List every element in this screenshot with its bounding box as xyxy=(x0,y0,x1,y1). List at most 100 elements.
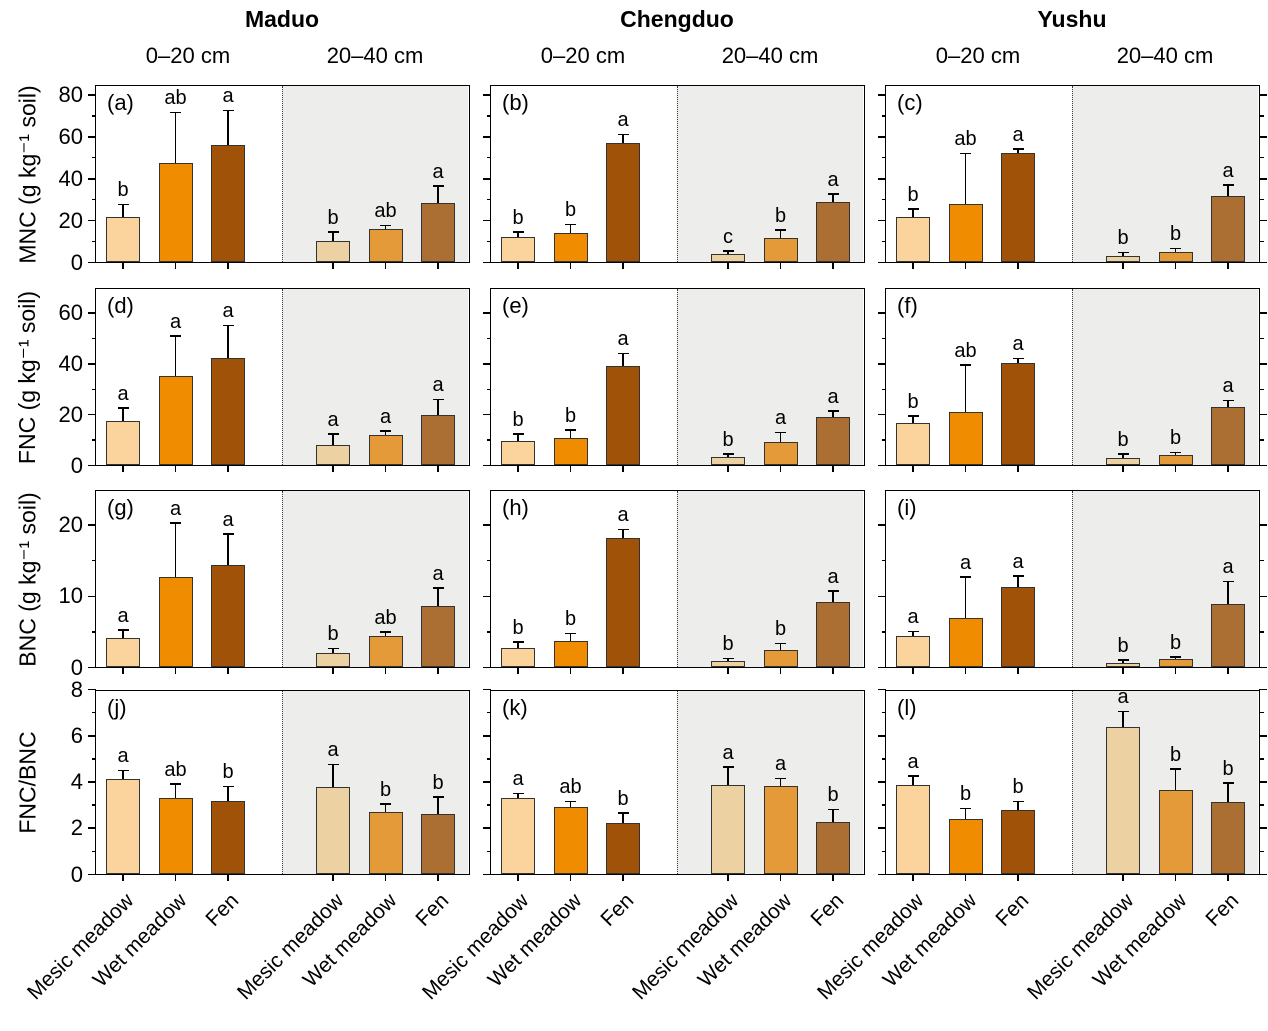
y-minor-tick xyxy=(486,560,491,562)
error-bar-cap xyxy=(617,812,629,814)
error-bar-cap xyxy=(1222,399,1234,402)
depth-label-0-20: 0–20 cm xyxy=(540,43,626,68)
sig-letter: b xyxy=(1169,427,1182,450)
error-bar-cap xyxy=(827,589,839,592)
y-minor-tick xyxy=(881,711,886,714)
error-bar xyxy=(437,588,439,606)
x-tick xyxy=(227,667,229,674)
y-minor-tick xyxy=(1259,758,1264,760)
sig-letter: a xyxy=(222,508,234,531)
error-bar xyxy=(122,771,124,780)
sig-letter: b xyxy=(1117,227,1129,250)
x-tick xyxy=(174,667,177,674)
bar xyxy=(1001,153,1035,262)
error-bar xyxy=(384,632,387,637)
depth-label-20-40: 20–40 cm xyxy=(1116,43,1214,68)
x-tick xyxy=(779,874,782,881)
y-minor-tick xyxy=(91,850,96,853)
sig-letter: a xyxy=(1117,686,1129,709)
sig-letter: b xyxy=(617,787,629,810)
sig-letter: a xyxy=(222,300,234,323)
sig-letter: a xyxy=(774,407,787,430)
y-major-tick xyxy=(88,136,96,138)
y-minor-tick xyxy=(881,804,886,806)
x-tick xyxy=(174,262,177,269)
x-tick xyxy=(727,262,729,269)
sig-letter: b xyxy=(512,616,524,639)
error-bar xyxy=(964,154,967,205)
y-minor-tick xyxy=(1259,240,1264,243)
bar xyxy=(948,411,983,465)
panel-letter: (c) xyxy=(897,90,923,115)
panel-letter: (k) xyxy=(502,695,528,720)
x-tick xyxy=(727,465,729,472)
y-major-tick xyxy=(1259,312,1267,314)
depth-label-0-20: 0–20 cm xyxy=(145,43,231,68)
sig-letter: ab xyxy=(954,339,977,362)
y-minor-tick xyxy=(486,758,491,760)
y-minor-tick xyxy=(91,439,96,441)
bar xyxy=(763,786,798,874)
bar xyxy=(211,801,245,874)
error-bar xyxy=(384,804,387,812)
x-tick xyxy=(622,874,624,881)
bar xyxy=(421,605,455,667)
y-major-tick xyxy=(88,666,96,669)
y-minor-tick xyxy=(881,850,886,853)
panel-letter: (e) xyxy=(502,293,529,318)
sig-letter: a xyxy=(907,606,919,629)
error-bar-cap xyxy=(722,453,734,455)
error-bar xyxy=(622,135,624,143)
y-major-tick xyxy=(1259,413,1267,416)
error-bar xyxy=(779,230,782,238)
error-bar-cap xyxy=(170,335,181,337)
y-major-tick xyxy=(1259,261,1267,264)
panel-l: a b b a b b (l) xyxy=(878,686,1267,881)
y-minor-tick xyxy=(1259,115,1264,117)
y-major-tick xyxy=(878,219,886,222)
bar xyxy=(1001,586,1035,667)
bar xyxy=(816,821,850,874)
error-bar xyxy=(727,767,729,785)
y-major-tick xyxy=(1259,177,1267,180)
error-bar xyxy=(332,765,334,788)
bar xyxy=(553,438,588,465)
y-major-tick xyxy=(483,464,491,467)
bar xyxy=(763,237,798,262)
y-major-tick xyxy=(1259,136,1267,138)
y-major-tick xyxy=(878,312,886,314)
x-tick xyxy=(437,465,439,472)
sig-letter: a xyxy=(1222,159,1234,182)
bar xyxy=(1211,406,1245,465)
y-major-tick xyxy=(878,734,886,737)
x-tick xyxy=(332,465,334,472)
error-bar xyxy=(569,634,572,642)
y-major-tick xyxy=(878,524,886,526)
error-bar-cap xyxy=(432,185,444,187)
error-bar xyxy=(1174,657,1177,660)
error-bar-cap xyxy=(960,576,971,578)
error-bar-cap xyxy=(1012,148,1024,150)
bar xyxy=(896,423,930,465)
error-bar xyxy=(174,113,177,163)
y-major-tick xyxy=(483,781,491,783)
bar xyxy=(948,204,983,262)
error-bar xyxy=(1017,802,1019,811)
sig-letter: b xyxy=(564,608,577,631)
depth-divider xyxy=(1072,289,1073,465)
x-tick xyxy=(1017,667,1019,674)
depth-divider xyxy=(677,491,678,667)
y-minor-tick xyxy=(1259,388,1264,390)
sig-letter: b xyxy=(774,204,787,227)
error-bar xyxy=(779,433,782,443)
y-minor-tick xyxy=(881,240,886,243)
error-bar-cap xyxy=(775,642,786,645)
error-bar-cap xyxy=(565,223,576,226)
error-bar-cap xyxy=(512,231,524,233)
error-bar xyxy=(569,802,572,807)
panel-f: b ab a b b a (f) xyxy=(878,288,1267,472)
sig-letter: ab xyxy=(164,758,187,781)
panel-letter: (i) xyxy=(897,495,917,520)
sig-letter: b xyxy=(1169,631,1182,654)
sig-letter: b xyxy=(959,783,972,806)
